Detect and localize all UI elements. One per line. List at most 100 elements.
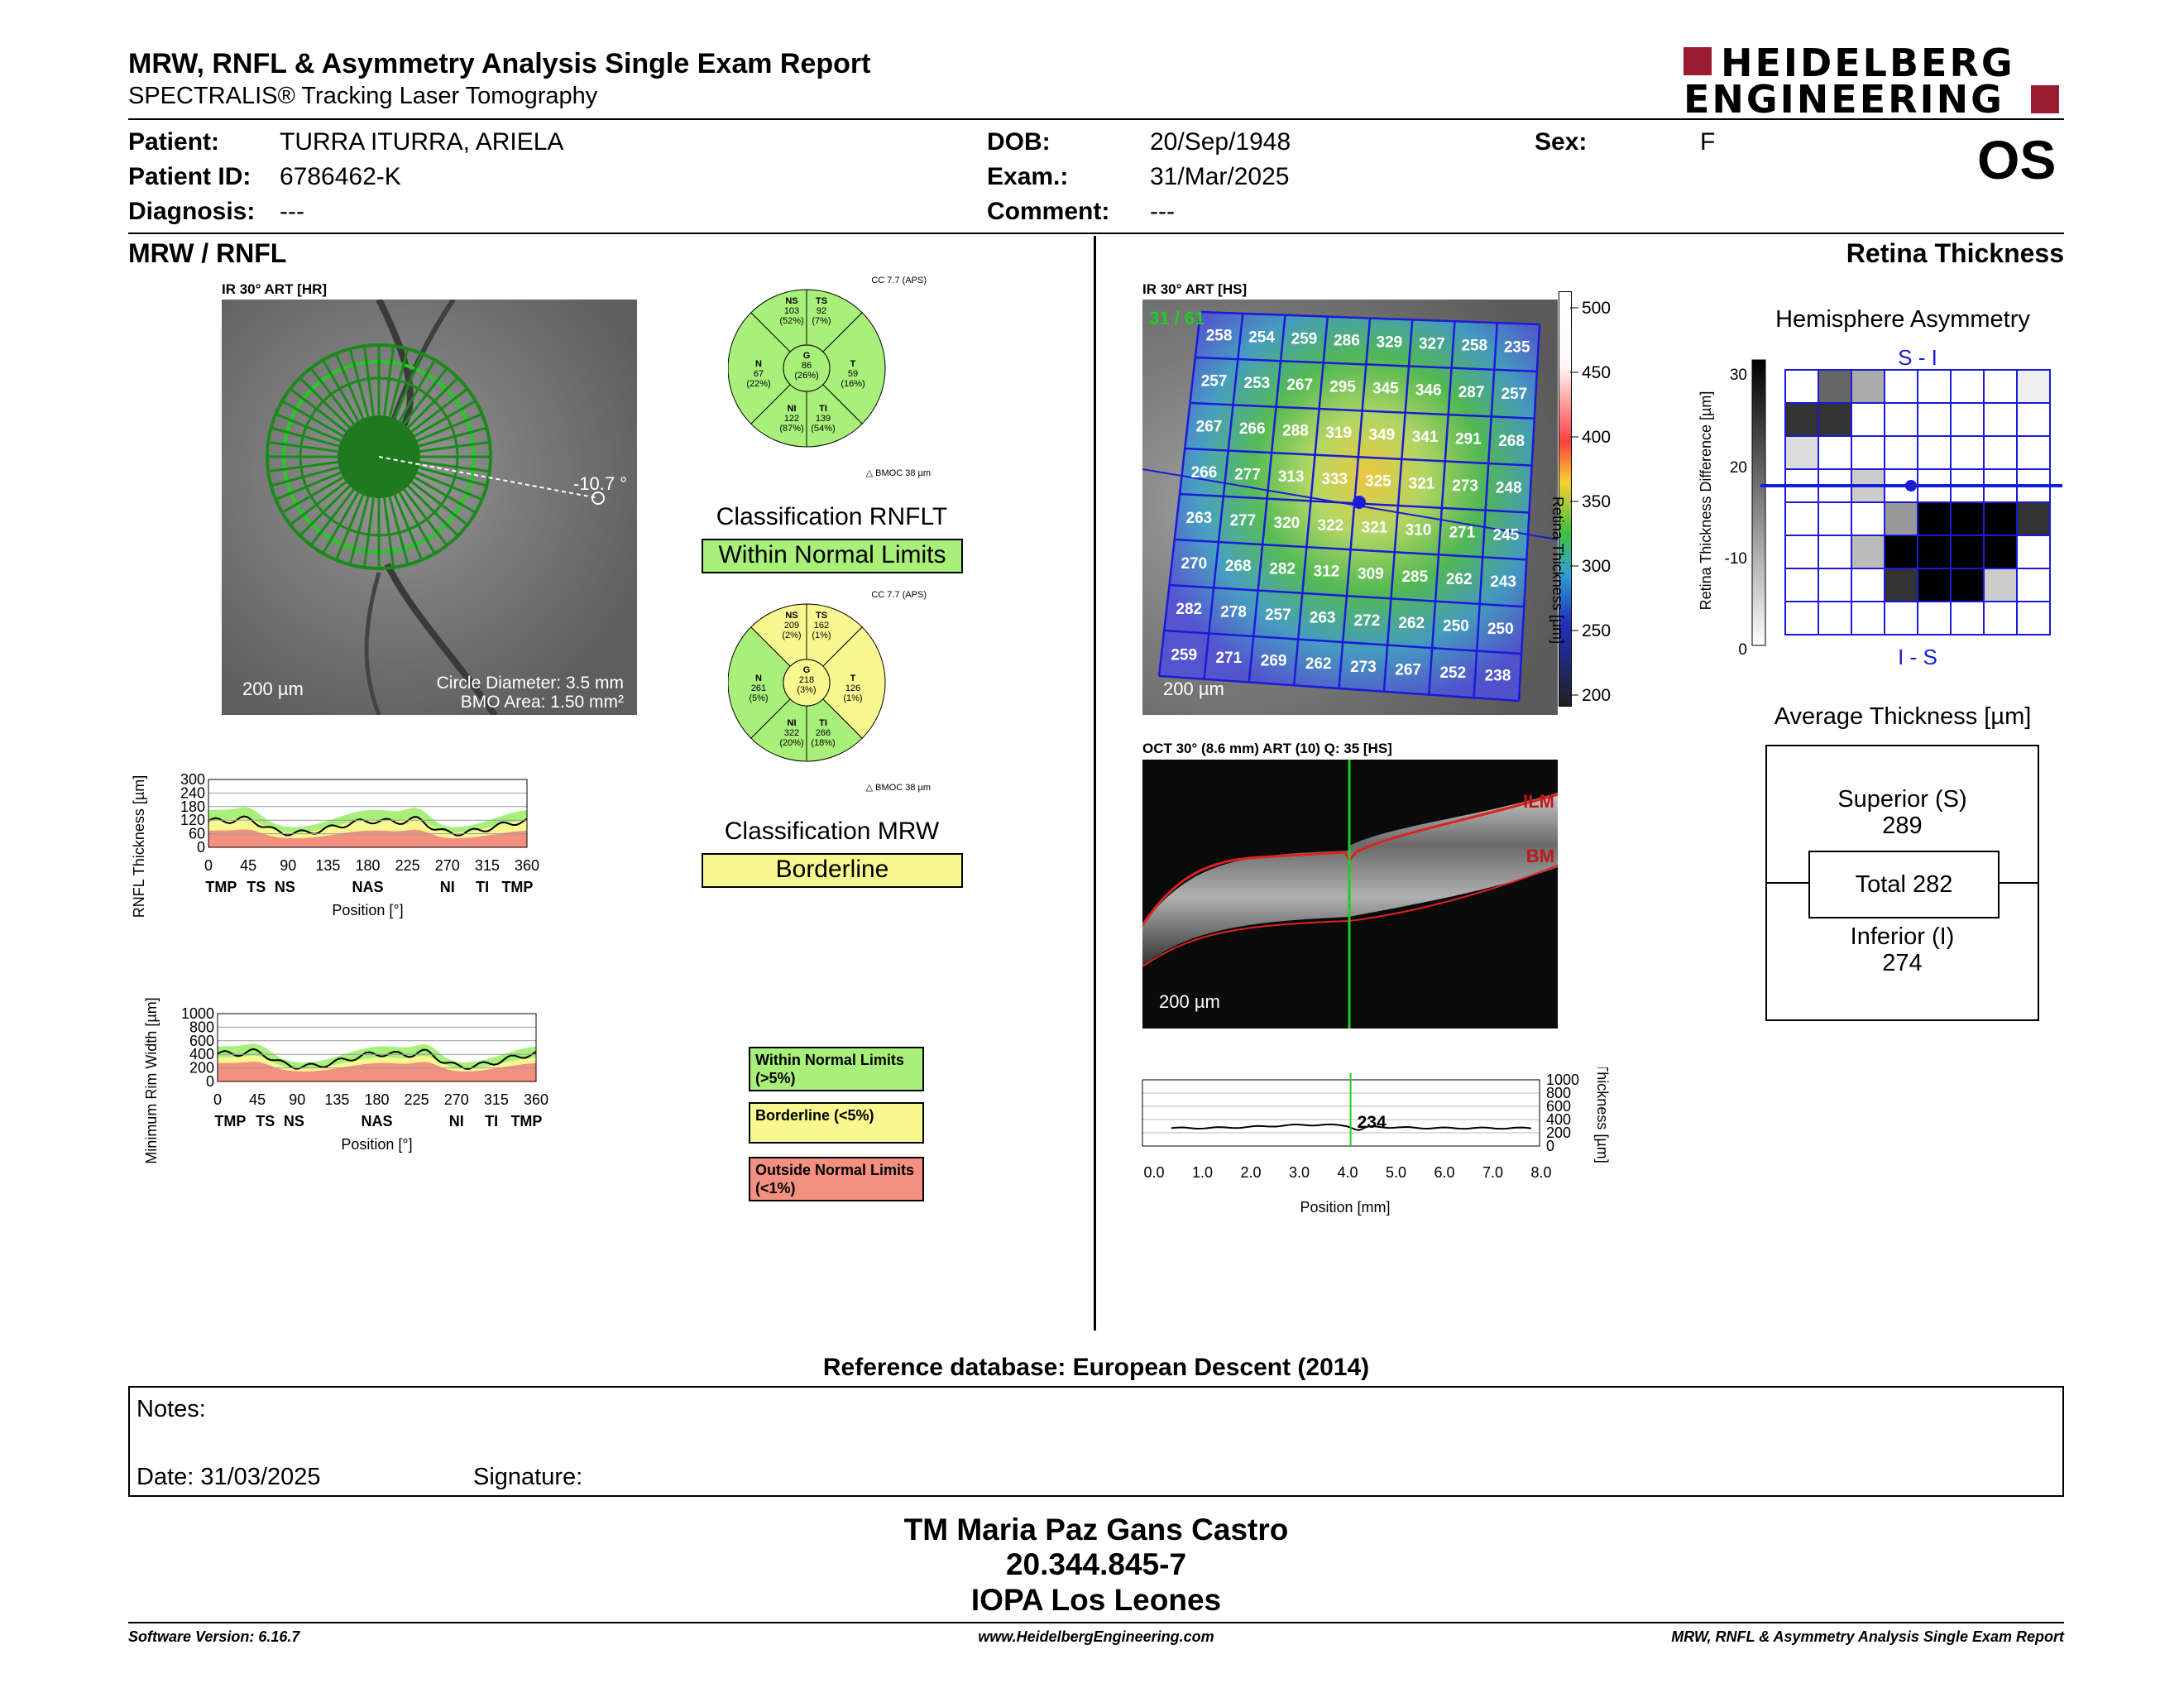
grid-cell-value: 257 bbox=[1201, 373, 1228, 391]
signature-name: TM Maria Paz Gans Castro bbox=[903, 1513, 1289, 1547]
sector-axis-label: NI bbox=[449, 1113, 464, 1129]
footer-divider bbox=[128, 1622, 2064, 1623]
grid-cell-value: 266 bbox=[1239, 420, 1266, 438]
grid-cell-value: 329 bbox=[1377, 333, 1403, 351]
scan-spoke bbox=[271, 466, 340, 487]
sector-axis-label: TI bbox=[485, 1113, 498, 1129]
scan-spoke bbox=[398, 492, 436, 554]
scan-spoke bbox=[407, 485, 459, 537]
grid-cell-value: 248 bbox=[1496, 480, 1522, 497]
oct-bm-label: BM bbox=[1525, 846, 1554, 866]
cc-label: CC 7.7 (APS) bbox=[871, 276, 927, 285]
y-axis-label: Thickness [µm] bbox=[1594, 1067, 1611, 1163]
y-tick-label: 600 bbox=[1546, 1098, 1571, 1115]
sector-axis-label: TS bbox=[247, 879, 266, 895]
notes-box[interactable]: Notes: Date: 31/03/2025 Signature: bbox=[128, 1386, 2064, 1497]
oct-scale-bar: 200 µm bbox=[1159, 991, 1220, 1012]
scan-spoke bbox=[309, 488, 355, 547]
x-tick-label: 135 bbox=[315, 857, 340, 874]
sector-axis-label: NS bbox=[284, 1113, 304, 1129]
grid-cell-value: 291 bbox=[1455, 430, 1482, 448]
y-tick-label: 400 bbox=[189, 1046, 214, 1062]
sector-value-t: 59 bbox=[848, 369, 858, 379]
scan-spoke bbox=[410, 481, 469, 526]
scan-spoke bbox=[407, 376, 459, 429]
scan-spoke bbox=[383, 497, 395, 568]
asymmetry-cell bbox=[1784, 369, 1819, 404]
ir-fundus-image: -10.7 ° 200 µm Circle Diameter: 3.5 mm B… bbox=[222, 300, 637, 715]
asymmetry-cell bbox=[1818, 601, 1852, 635]
sector-value-ni: (87%) bbox=[779, 424, 803, 434]
grid-cell-value: 320 bbox=[1274, 515, 1300, 532]
grid-cell-value: 321 bbox=[1409, 475, 1435, 492]
grid-cell-value: 327 bbox=[1419, 335, 1445, 352]
scan-spoke bbox=[419, 440, 491, 453]
y-tick-label: 0 bbox=[1546, 1138, 1554, 1154]
asymmetry-cell bbox=[2016, 402, 2051, 437]
sector-axis-label: TMP bbox=[510, 1113, 542, 1129]
sector-axis-label: TI bbox=[476, 879, 489, 895]
sector-value-ts: (7%) bbox=[812, 316, 831, 326]
grid-cell-value: 286 bbox=[1334, 332, 1360, 349]
scan-spoke bbox=[403, 367, 448, 425]
grid-cell-value: 250 bbox=[1443, 618, 1469, 635]
sector-value-ts: 92 bbox=[817, 306, 826, 316]
grid-cell-value: 267 bbox=[1395, 661, 1421, 679]
asymmetry-cell bbox=[1884, 535, 1918, 569]
sector-value-ts: TS bbox=[816, 296, 827, 306]
scan-spoke bbox=[383, 345, 395, 416]
logo-text-line2: ENGINEERING bbox=[1684, 77, 2004, 122]
grid-cell-value: 345 bbox=[1372, 381, 1399, 398]
scan-spoke bbox=[299, 376, 351, 429]
sector-value-n: N bbox=[755, 674, 762, 683]
scan-spoke bbox=[289, 387, 347, 433]
website-link[interactable]: www.HeidelbergEngineering.com bbox=[978, 1628, 1214, 1645]
x-tick-label: 225 bbox=[395, 857, 420, 874]
colorbar-tick-label: 500 bbox=[1582, 299, 1611, 318]
x-axis-label: Position [mm] bbox=[1300, 1199, 1390, 1216]
x-tick-label: 180 bbox=[355, 857, 380, 874]
legend-outside-normal-limits: Outside Normal Limits (<1%) bbox=[749, 1157, 924, 1201]
report-name-footer: MRW, RNFL & Asymmetry Analysis Single Ex… bbox=[1671, 1628, 2064, 1645]
y-tick-label: 400 bbox=[1546, 1111, 1571, 1128]
grid-cell-value: 257 bbox=[1502, 386, 1528, 403]
sector-value-t: T bbox=[850, 674, 856, 683]
grid-cell-value: 258 bbox=[1206, 327, 1233, 344]
scan-spoke bbox=[299, 485, 351, 537]
sector-value-ns: (52%) bbox=[779, 316, 803, 326]
asymmetry-cell bbox=[2016, 568, 2051, 602]
grid-line bbox=[1164, 629, 1522, 655]
y-tick-label: 120 bbox=[180, 812, 205, 828]
x-tick-label: 7.0 bbox=[1482, 1164, 1503, 1181]
grid-cell-value: 250 bbox=[1487, 621, 1514, 638]
asymmetry-cell bbox=[1950, 568, 1985, 602]
header-divider bbox=[128, 118, 2064, 120]
grid-cell-value: 321 bbox=[1362, 520, 1388, 537]
classification-rnflt-badge: Within Normal Limits bbox=[702, 539, 963, 573]
oct-title: OCT 30° (8.6 mm) ART (10) Q: 35 [HS] bbox=[1142, 741, 1392, 756]
grid-cell-value: 238 bbox=[1485, 668, 1511, 685]
grid-cell-value: 262 bbox=[1446, 571, 1473, 588]
asymmetry-cell bbox=[1784, 402, 1819, 437]
sector-value-g: (26%) bbox=[794, 371, 818, 381]
scan-spoke bbox=[348, 348, 370, 418]
sector-value-ni: 122 bbox=[784, 414, 799, 424]
sector-value-ns: 103 bbox=[784, 306, 799, 316]
grid-line bbox=[1174, 538, 1527, 561]
x-tick-label: 4.0 bbox=[1337, 1164, 1358, 1181]
total-line-left bbox=[1767, 882, 1808, 884]
asymmetry-cell bbox=[1818, 568, 1852, 602]
grid-cell-value: 282 bbox=[1269, 560, 1296, 578]
sector-axis-label: TMP bbox=[205, 879, 237, 895]
y-tick-label: 180 bbox=[180, 798, 205, 815]
scan-spoke bbox=[416, 412, 483, 443]
asymmetry-cell bbox=[1818, 369, 1852, 404]
x-tick-label: 6.0 bbox=[1434, 1164, 1454, 1181]
report-title: MRW, RNFL & Asymmetry Analysis Single Ex… bbox=[128, 48, 871, 79]
oct-bscan-image: ILM BM 200 µm bbox=[1142, 760, 1558, 1029]
sector-axis-label: NI bbox=[440, 879, 455, 895]
grid-cell-value: 258 bbox=[1461, 337, 1487, 354]
sector-g bbox=[783, 344, 831, 392]
